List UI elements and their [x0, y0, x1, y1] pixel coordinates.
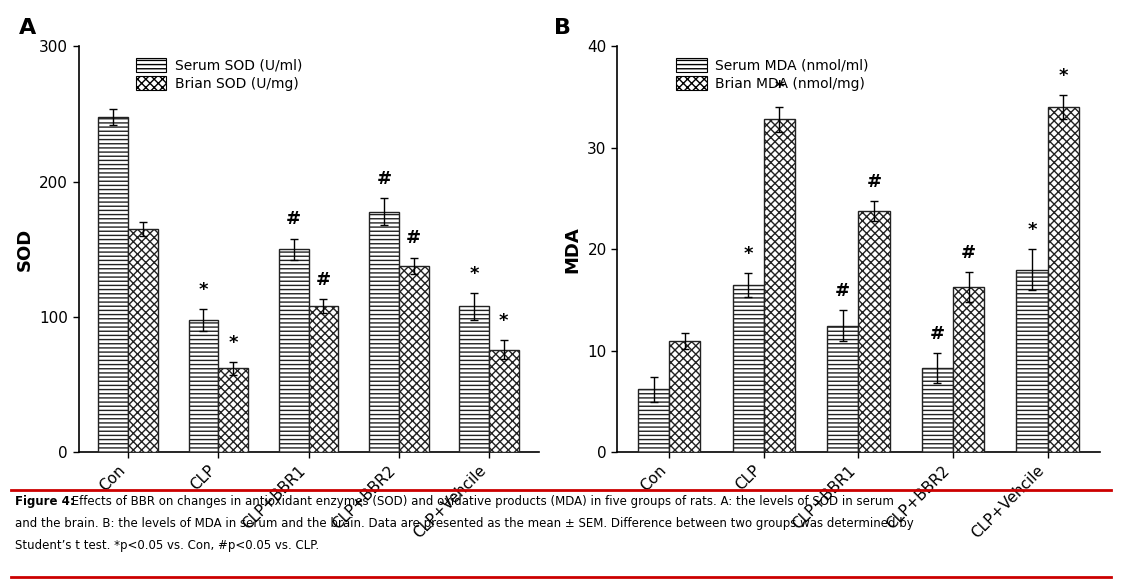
Bar — [489, 350, 518, 452]
Bar — [188, 320, 219, 452]
Bar — [1048, 107, 1078, 452]
Bar — [99, 117, 128, 452]
Bar — [398, 266, 429, 452]
Text: *: * — [744, 245, 753, 263]
Text: A: A — [19, 19, 36, 38]
Bar — [921, 368, 953, 452]
Text: #: # — [866, 172, 882, 191]
Text: *: * — [469, 264, 479, 282]
Y-axis label: SOD: SOD — [16, 228, 34, 271]
Bar — [953, 287, 984, 452]
Bar — [369, 212, 398, 452]
Text: *: * — [199, 281, 209, 299]
Bar — [733, 285, 764, 452]
Text: B: B — [554, 19, 571, 38]
Text: #: # — [286, 211, 301, 229]
Bar — [764, 119, 795, 452]
Text: Effects of BBR on changes in antioxidant enzymes (SOD) and oxidative products (M: Effects of BBR on changes in antioxidant… — [68, 495, 894, 508]
Text: and the brain. B: the levels of MDA in serum and the brain. Data are presented a: and the brain. B: the levels of MDA in s… — [15, 517, 913, 530]
Text: *: * — [1027, 221, 1037, 239]
Legend: Serum SOD (U/ml), Brian SOD (U/mg): Serum SOD (U/ml), Brian SOD (U/mg) — [131, 53, 306, 95]
Bar — [459, 306, 489, 452]
Text: *: * — [774, 79, 784, 97]
Text: #: # — [930, 325, 945, 343]
Bar — [219, 368, 248, 452]
Text: Student’s t test. *p<0.05 vs. Con, #p<0.05 vs. CLP.: Student’s t test. *p<0.05 vs. Con, #p<0.… — [15, 539, 319, 552]
Text: #: # — [316, 271, 331, 289]
Bar — [309, 306, 339, 452]
Bar — [858, 211, 890, 452]
Text: #: # — [960, 244, 976, 262]
Text: *: * — [1058, 67, 1068, 85]
Text: Figure 4:: Figure 4: — [15, 495, 74, 508]
Text: *: * — [499, 312, 508, 330]
Bar — [128, 229, 158, 452]
Legend: Serum MDA (nmol/ml), Brian MDA (nmol/mg): Serum MDA (nmol/ml), Brian MDA (nmol/mg) — [672, 53, 873, 95]
Bar — [827, 325, 858, 452]
Text: #: # — [376, 170, 392, 188]
Bar — [669, 341, 700, 452]
Y-axis label: MDA: MDA — [563, 226, 581, 273]
Text: #: # — [835, 282, 850, 300]
Bar — [1017, 270, 1048, 452]
Text: *: * — [229, 334, 238, 351]
Bar — [278, 249, 309, 452]
Text: #: # — [406, 229, 421, 248]
Bar — [638, 390, 669, 452]
